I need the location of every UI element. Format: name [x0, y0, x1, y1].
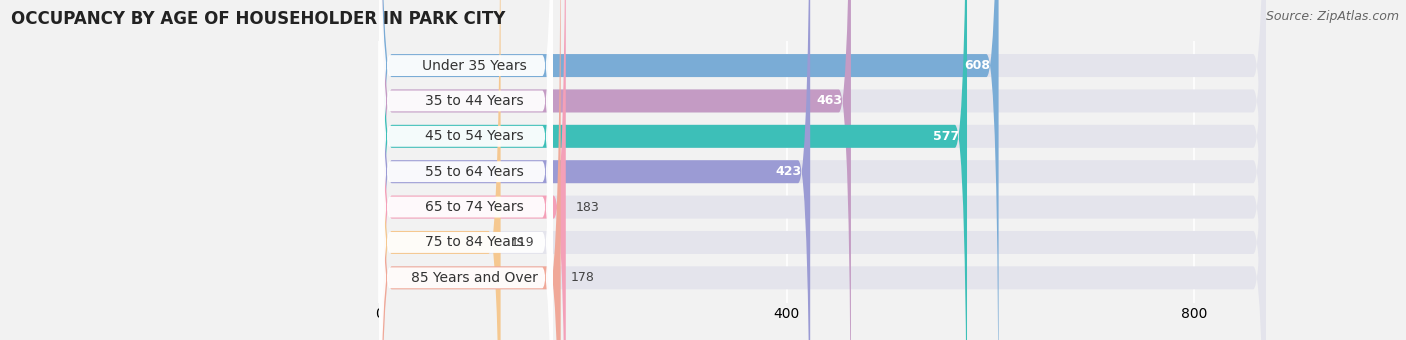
FancyBboxPatch shape [380, 0, 1265, 340]
FancyBboxPatch shape [380, 0, 1265, 340]
FancyBboxPatch shape [380, 0, 553, 340]
FancyBboxPatch shape [380, 0, 553, 340]
FancyBboxPatch shape [380, 0, 553, 340]
Text: Under 35 Years: Under 35 Years [422, 58, 526, 72]
Text: 75 to 84 Years: 75 to 84 Years [425, 236, 523, 250]
FancyBboxPatch shape [380, 0, 1265, 340]
FancyBboxPatch shape [380, 0, 1265, 340]
FancyBboxPatch shape [380, 0, 1265, 340]
FancyBboxPatch shape [380, 0, 967, 340]
FancyBboxPatch shape [380, 0, 553, 340]
Text: 65 to 74 Years: 65 to 74 Years [425, 200, 523, 214]
Text: 35 to 44 Years: 35 to 44 Years [425, 94, 523, 108]
FancyBboxPatch shape [380, 0, 553, 340]
FancyBboxPatch shape [380, 0, 553, 340]
Text: 423: 423 [776, 165, 801, 178]
Text: 85 Years and Over: 85 Years and Over [411, 271, 537, 285]
Text: 183: 183 [576, 201, 600, 214]
FancyBboxPatch shape [380, 0, 998, 340]
Text: 119: 119 [510, 236, 534, 249]
Text: OCCUPANCY BY AGE OF HOUSEHOLDER IN PARK CITY: OCCUPANCY BY AGE OF HOUSEHOLDER IN PARK … [11, 10, 506, 28]
FancyBboxPatch shape [380, 0, 851, 340]
Text: 577: 577 [932, 130, 959, 143]
FancyBboxPatch shape [380, 0, 565, 340]
FancyBboxPatch shape [380, 0, 1265, 340]
Text: 178: 178 [571, 271, 595, 284]
Text: 45 to 54 Years: 45 to 54 Years [425, 129, 523, 143]
Text: 463: 463 [817, 95, 842, 107]
FancyBboxPatch shape [380, 0, 561, 340]
FancyBboxPatch shape [380, 0, 553, 340]
Text: 608: 608 [965, 59, 990, 72]
FancyBboxPatch shape [380, 0, 1265, 340]
FancyBboxPatch shape [380, 0, 810, 340]
Text: Source: ZipAtlas.com: Source: ZipAtlas.com [1265, 10, 1399, 23]
FancyBboxPatch shape [380, 0, 501, 340]
Text: 55 to 64 Years: 55 to 64 Years [425, 165, 523, 179]
